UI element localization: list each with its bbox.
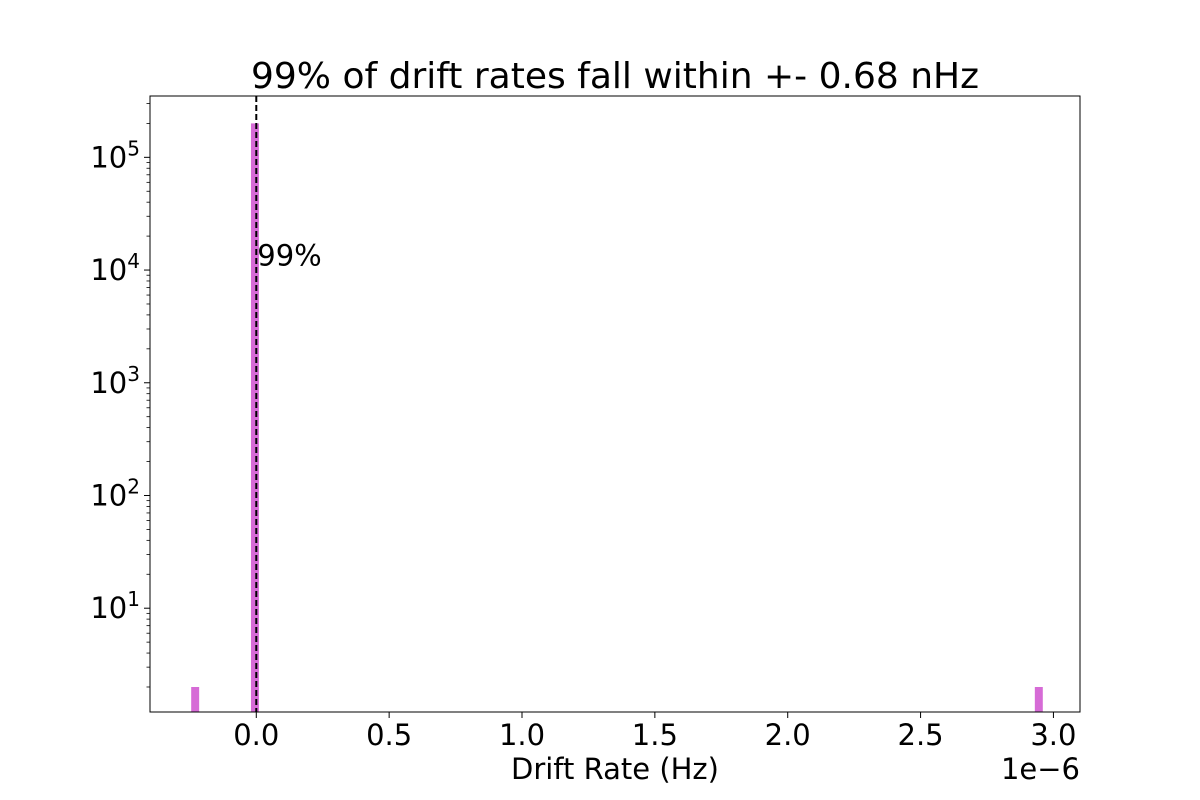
chart-title: 99% of drift rates fall within +- 0.68 n…: [251, 56, 979, 97]
x-tick-label: 2.0: [765, 718, 811, 752]
x-tick-label: 0.0: [233, 718, 279, 752]
histogram-bar: [250, 123, 259, 713]
x-tick-label: 2.5: [898, 718, 944, 752]
y-tick-label: 101: [90, 587, 140, 625]
x-tick-label: 3.0: [1030, 718, 1076, 752]
bars-layer: [191, 123, 1043, 713]
y-tick-label: 103: [90, 362, 140, 400]
histogram-bar: [191, 686, 200, 712]
x-tick-label: 1.0: [499, 718, 545, 752]
percent-annotation: 99%: [257, 238, 321, 272]
y-tick-label: 105: [90, 136, 140, 174]
x-axis: 0.0 0.5 1.0 1.5 2.0 2.5 3.0: [233, 712, 1076, 752]
y-tick-label: 102: [90, 474, 140, 512]
x-axis-offset-label: 1e−6: [1001, 752, 1080, 786]
x-tick-label: 0.5: [366, 718, 412, 752]
y-axis: 101 102 103 104 105: [90, 103, 150, 688]
plot-area-frame: [149, 95, 1081, 713]
y-tick-label: 104: [90, 249, 140, 287]
x-tick-label: 1.5: [632, 718, 678, 752]
x-axis-label: Drift Rate (Hz): [511, 752, 719, 786]
histogram-bar: [1034, 686, 1043, 712]
